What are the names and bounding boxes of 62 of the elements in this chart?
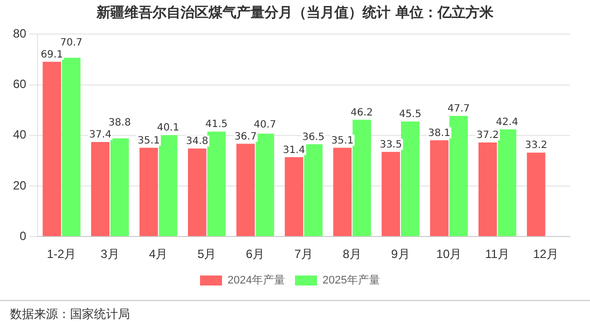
bar <box>207 132 226 236</box>
legend-label: 2024年产量 <box>228 274 286 287</box>
data-label: 38.8 <box>108 118 131 129</box>
bar <box>352 120 371 236</box>
y-tick-label: 20 <box>12 178 27 192</box>
bar <box>91 142 110 236</box>
bar <box>333 148 352 236</box>
x-tick-label: 1-2月 <box>46 247 76 262</box>
data-label: 45.5 <box>399 109 422 120</box>
data-label: 40.1 <box>156 122 180 134</box>
y-tick-label: 40 <box>12 128 27 142</box>
data-label: 41.5 <box>205 119 228 130</box>
bar <box>478 142 497 236</box>
bar <box>140 148 158 236</box>
data-label: 40.7 <box>254 119 276 130</box>
bar <box>236 144 255 236</box>
data-label: 36.7 <box>234 131 257 142</box>
data-label: 36.5 <box>302 132 324 143</box>
x-tick-label: 4月 <box>149 247 168 262</box>
bar <box>498 129 516 236</box>
x-tick-label: 3月 <box>100 247 120 262</box>
x-tick-label: 5月 <box>197 247 216 262</box>
data-label: 38.1 <box>428 128 450 139</box>
bar <box>110 138 129 236</box>
bar <box>449 116 468 236</box>
data-label: 47.7 <box>447 104 470 115</box>
bar <box>304 144 323 236</box>
bar <box>42 62 62 236</box>
y-tick-label: 0 <box>20 228 27 243</box>
data-label: 33.5 <box>380 139 402 150</box>
bar <box>401 121 420 236</box>
bar <box>382 152 400 236</box>
chart-title: 新疆维吾尔自治区煤气产量分月（当月值）统计 单位：亿立方米 <box>96 4 494 22</box>
data-label: 37.4 <box>89 130 112 141</box>
x-tick-label: 7月 <box>294 247 314 262</box>
x-tick-label: 11月 <box>485 247 510 262</box>
x-tick-label: 8月 <box>342 247 362 262</box>
data-label: 31.4 <box>282 144 306 156</box>
bar <box>526 152 546 236</box>
x-tick-label: 6月 <box>246 247 265 262</box>
bar <box>256 134 274 236</box>
x-tick-label: 9月 <box>391 247 410 262</box>
x-tick-label: 10月 <box>436 247 462 262</box>
bar <box>62 58 80 236</box>
data-label: 37.2 <box>476 130 499 142</box>
bar <box>188 148 206 236</box>
source-note: 数据来源：国家统计局 <box>10 306 130 323</box>
y-tick-label: 60 <box>12 77 27 92</box>
x-tick-label: 12月 <box>533 247 558 262</box>
data-label: 42.4 <box>496 116 518 128</box>
bar <box>158 135 178 236</box>
data-label: 70.7 <box>60 37 82 48</box>
bar <box>284 157 304 236</box>
bar <box>430 140 448 236</box>
data-label: 33.2 <box>524 140 548 152</box>
data-label: 46.2 <box>350 107 373 118</box>
data-label: 35.1 <box>331 135 354 146</box>
legend-label: 2025年产量 <box>322 274 380 287</box>
data-label: 35.1 <box>138 135 160 146</box>
y-tick-label: 80 <box>12 26 27 41</box>
data-label: 69.1 <box>40 49 64 60</box>
data-label: 34.8 <box>186 136 208 148</box>
